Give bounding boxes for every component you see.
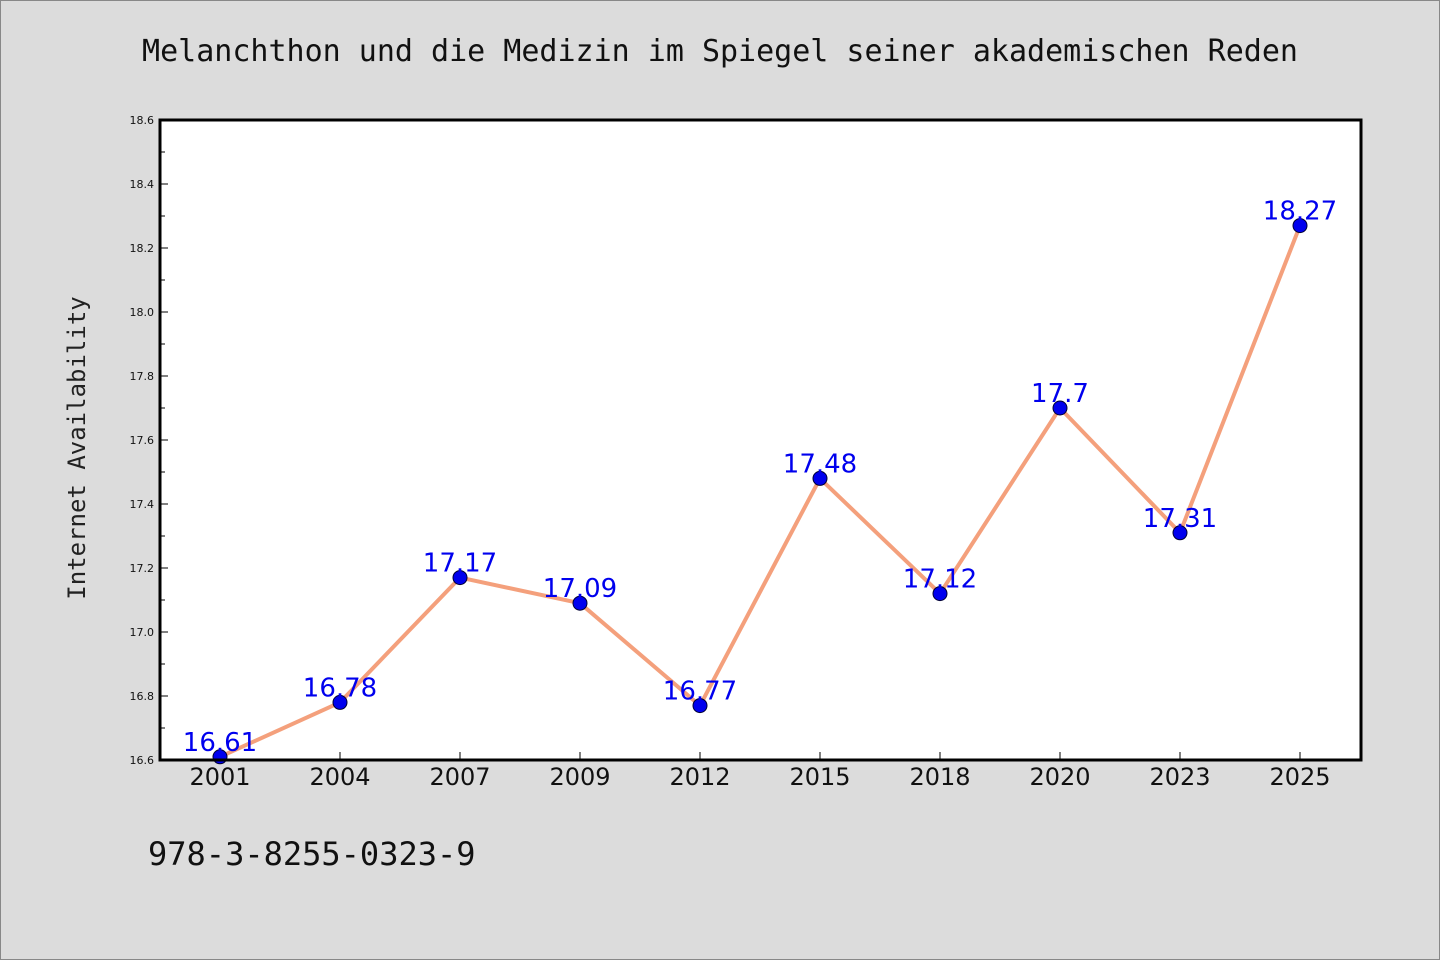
data-point — [1052, 400, 1068, 416]
x-tick-label: 2015 — [789, 763, 850, 791]
data-label: 18.27 — [1263, 197, 1337, 227]
data-point — [1292, 218, 1308, 234]
x-tick-label: 2009 — [549, 763, 610, 791]
data-label: 16.78 — [303, 673, 377, 703]
data-label: 17.7 — [1031, 379, 1089, 409]
data-point — [692, 698, 708, 714]
x-tick-label: 2023 — [1149, 763, 1210, 791]
data-point — [452, 570, 468, 586]
x-tick-label: 2007 — [429, 763, 490, 791]
data-point — [1172, 525, 1188, 541]
x-tick-label: 2020 — [1029, 763, 1090, 791]
data-label: 17.12 — [903, 565, 977, 595]
y-tick-label: 16.6 — [130, 754, 155, 767]
data-label: 16.61 — [183, 728, 257, 758]
y-tick-label: 17.8 — [130, 370, 155, 383]
x-tick-label: 2018 — [909, 763, 970, 791]
y-tick-label: 17.4 — [130, 498, 155, 511]
data-point — [812, 470, 828, 486]
data-label: 17.31 — [1143, 504, 1217, 534]
x-tick-label: 2025 — [1269, 763, 1330, 791]
x-tick-label: 2004 — [309, 763, 370, 791]
data-point — [572, 595, 588, 611]
y-tick-label: 18.2 — [130, 242, 155, 255]
chart-title: Melanchthon und die Medizin im Spiegel s… — [142, 34, 1298, 69]
data-label: 17.09 — [543, 574, 617, 604]
plot-area: 16.6 16.8 17.0 17.2 17.4 17.6 17.8 18.0 18.2 18.4… — [130, 114, 1363, 791]
series-line — [219, 224, 1302, 759]
data-point — [932, 586, 948, 602]
y-tick-label: 16.8 — [130, 690, 155, 703]
data-point — [332, 694, 348, 710]
y-tick-label: 17.0 — [130, 626, 155, 639]
x-tick-label: 2012 — [669, 763, 730, 791]
y-tick-label: 18.4 — [130, 178, 155, 191]
data-label: 17.17 — [423, 549, 497, 579]
plot-background — [160, 120, 1361, 760]
y-tick-label: 17.6 — [130, 434, 155, 447]
isbn-text: 978-3-8255-0323-9 — [148, 835, 476, 873]
x-tick-label: 2001 — [189, 763, 250, 791]
data-label: 17.48 — [783, 449, 857, 479]
plot-frame — [158, 118, 1363, 762]
data-label: 16.77 — [663, 677, 737, 707]
y-tick-label: 18.0 — [130, 306, 155, 319]
y-tick-label: 17.2 — [130, 562, 155, 575]
y-tick-label: 18.6 — [130, 114, 155, 127]
